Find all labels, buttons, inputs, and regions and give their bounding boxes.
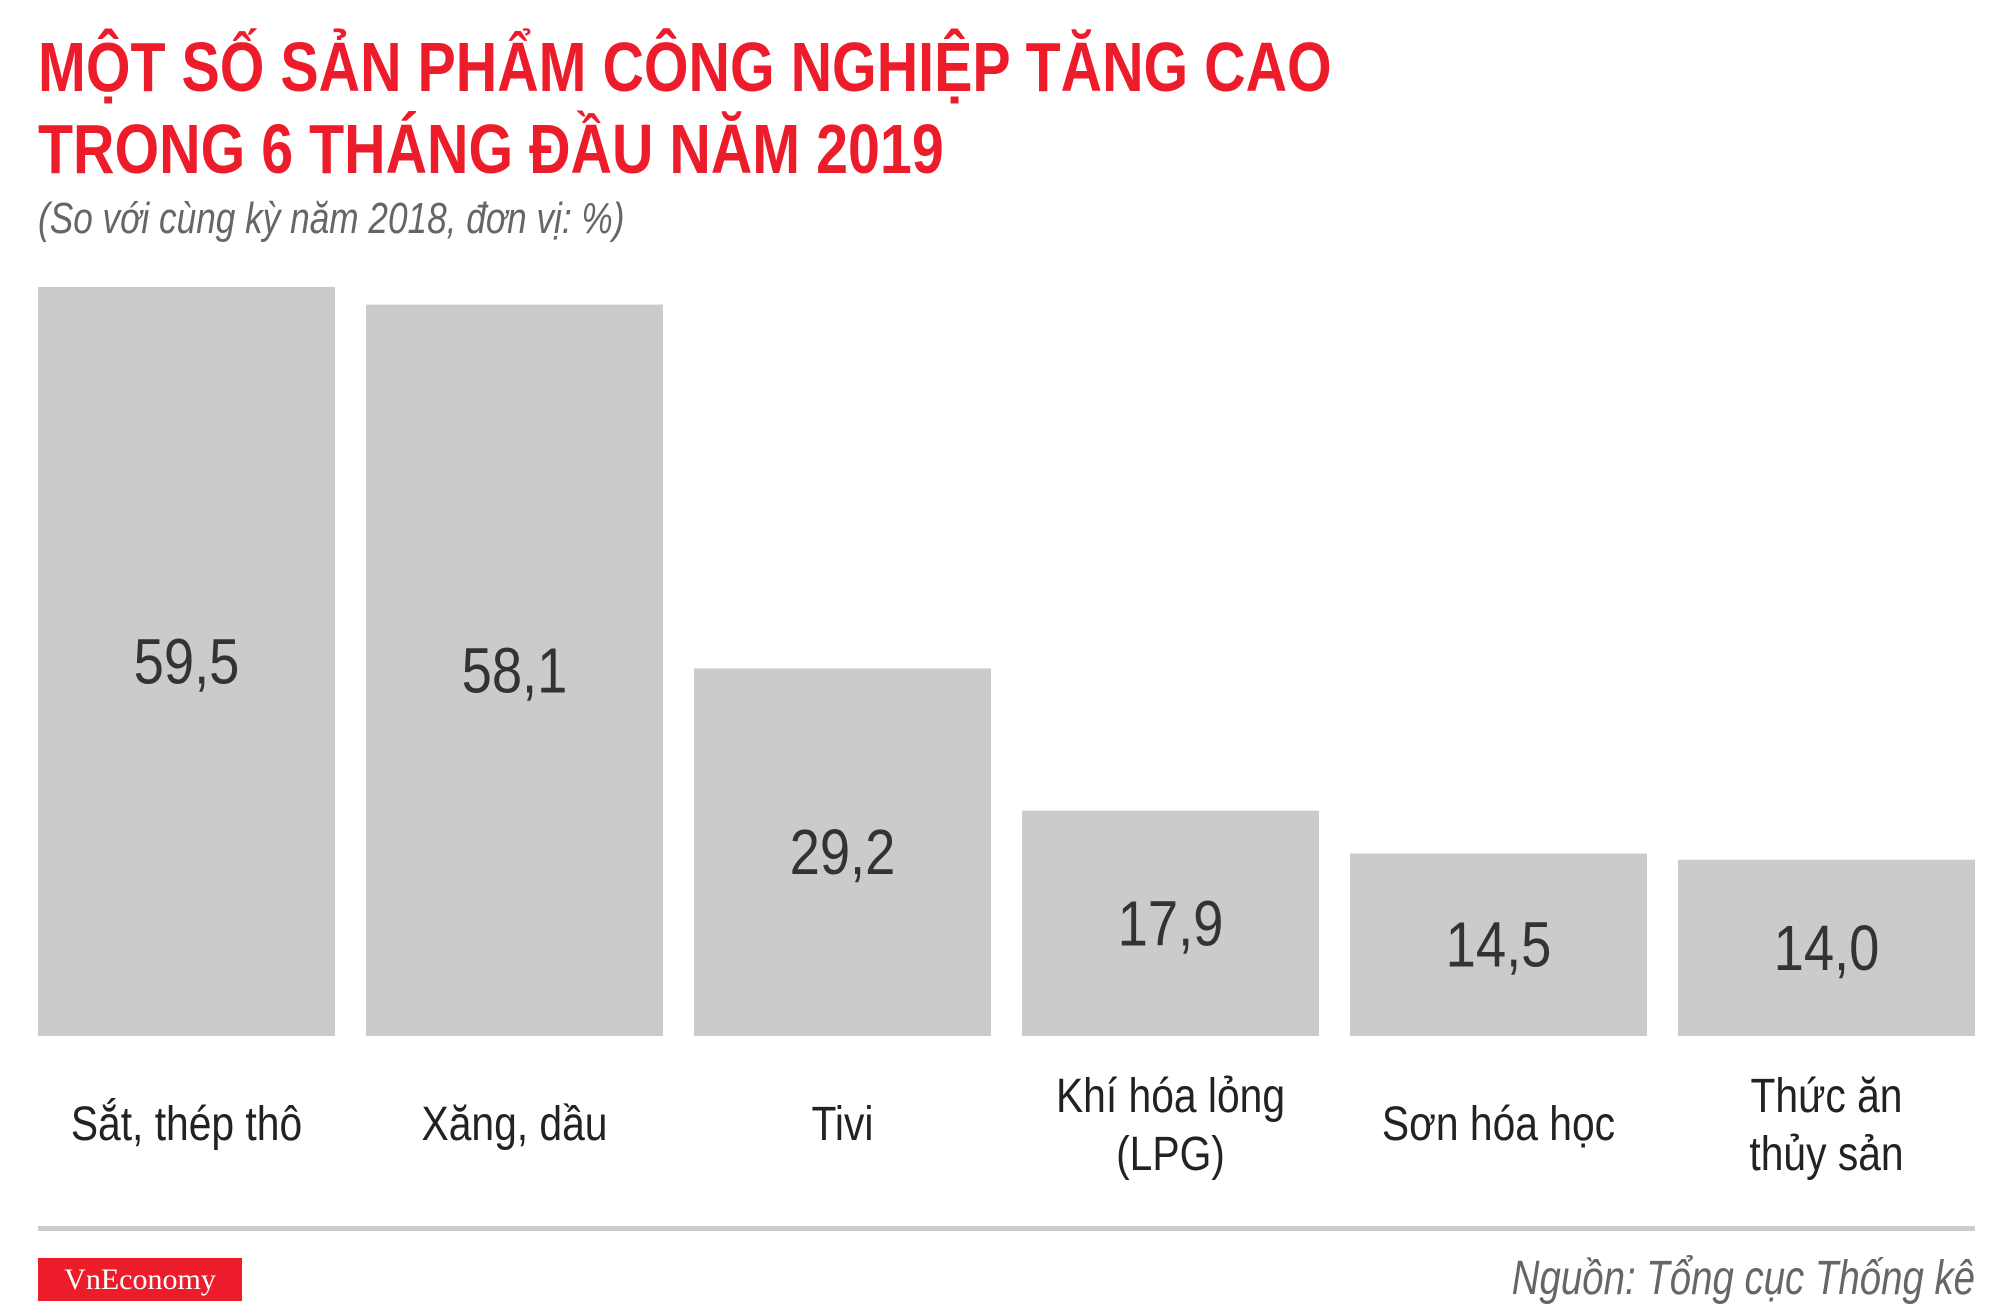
category-label: Xăng, dầu	[422, 1098, 608, 1151]
divider	[38, 1226, 1975, 1231]
value-label: 14,5	[1446, 909, 1552, 981]
category-label: Khí hóa lỏng	[1056, 1070, 1285, 1123]
bar	[1022, 810, 1319, 1036]
value-label: 17,9	[1118, 887, 1224, 959]
category-label: Thức ăn	[1751, 1070, 1903, 1123]
source-note: Nguồn: Tổng cục Thống kê	[1511, 1252, 1975, 1305]
value-label: 58,1	[462, 634, 568, 706]
bar	[694, 668, 991, 1036]
value-label: 29,2	[790, 816, 896, 888]
title-line-2: TRONG 6 THÁNG ĐẦU NĂM 2019	[38, 110, 944, 188]
vneconomy-logo: VnEconomy	[38, 1258, 242, 1301]
bar-chart: 59,5 Sắt, thép thô 58,1 Xăng, dầu 29,2 Tivi 17…	[38, 287, 1975, 1181]
subtitle: (So với cùng kỳ năm 2018, đơn vị: %)	[38, 194, 625, 243]
category-label: Sơn hóa học	[1382, 1098, 1615, 1151]
bar	[366, 304, 663, 1036]
category-label: Sắt, thép thô	[71, 1098, 302, 1151]
category-label: thủy sản	[1749, 1128, 1903, 1181]
category-label: (LPG)	[1116, 1128, 1225, 1181]
value-label: 59,5	[134, 625, 240, 697]
title-line-1: MỘT SỐ SẢN PHẨM CÔNG NGHIỆP TĂNG CAO	[38, 28, 1332, 106]
bar	[38, 287, 335, 1036]
value-label: 14,0	[1774, 912, 1880, 984]
category-label: Tivi	[812, 1098, 874, 1151]
bar	[1350, 853, 1647, 1036]
bar	[1678, 859, 1975, 1036]
